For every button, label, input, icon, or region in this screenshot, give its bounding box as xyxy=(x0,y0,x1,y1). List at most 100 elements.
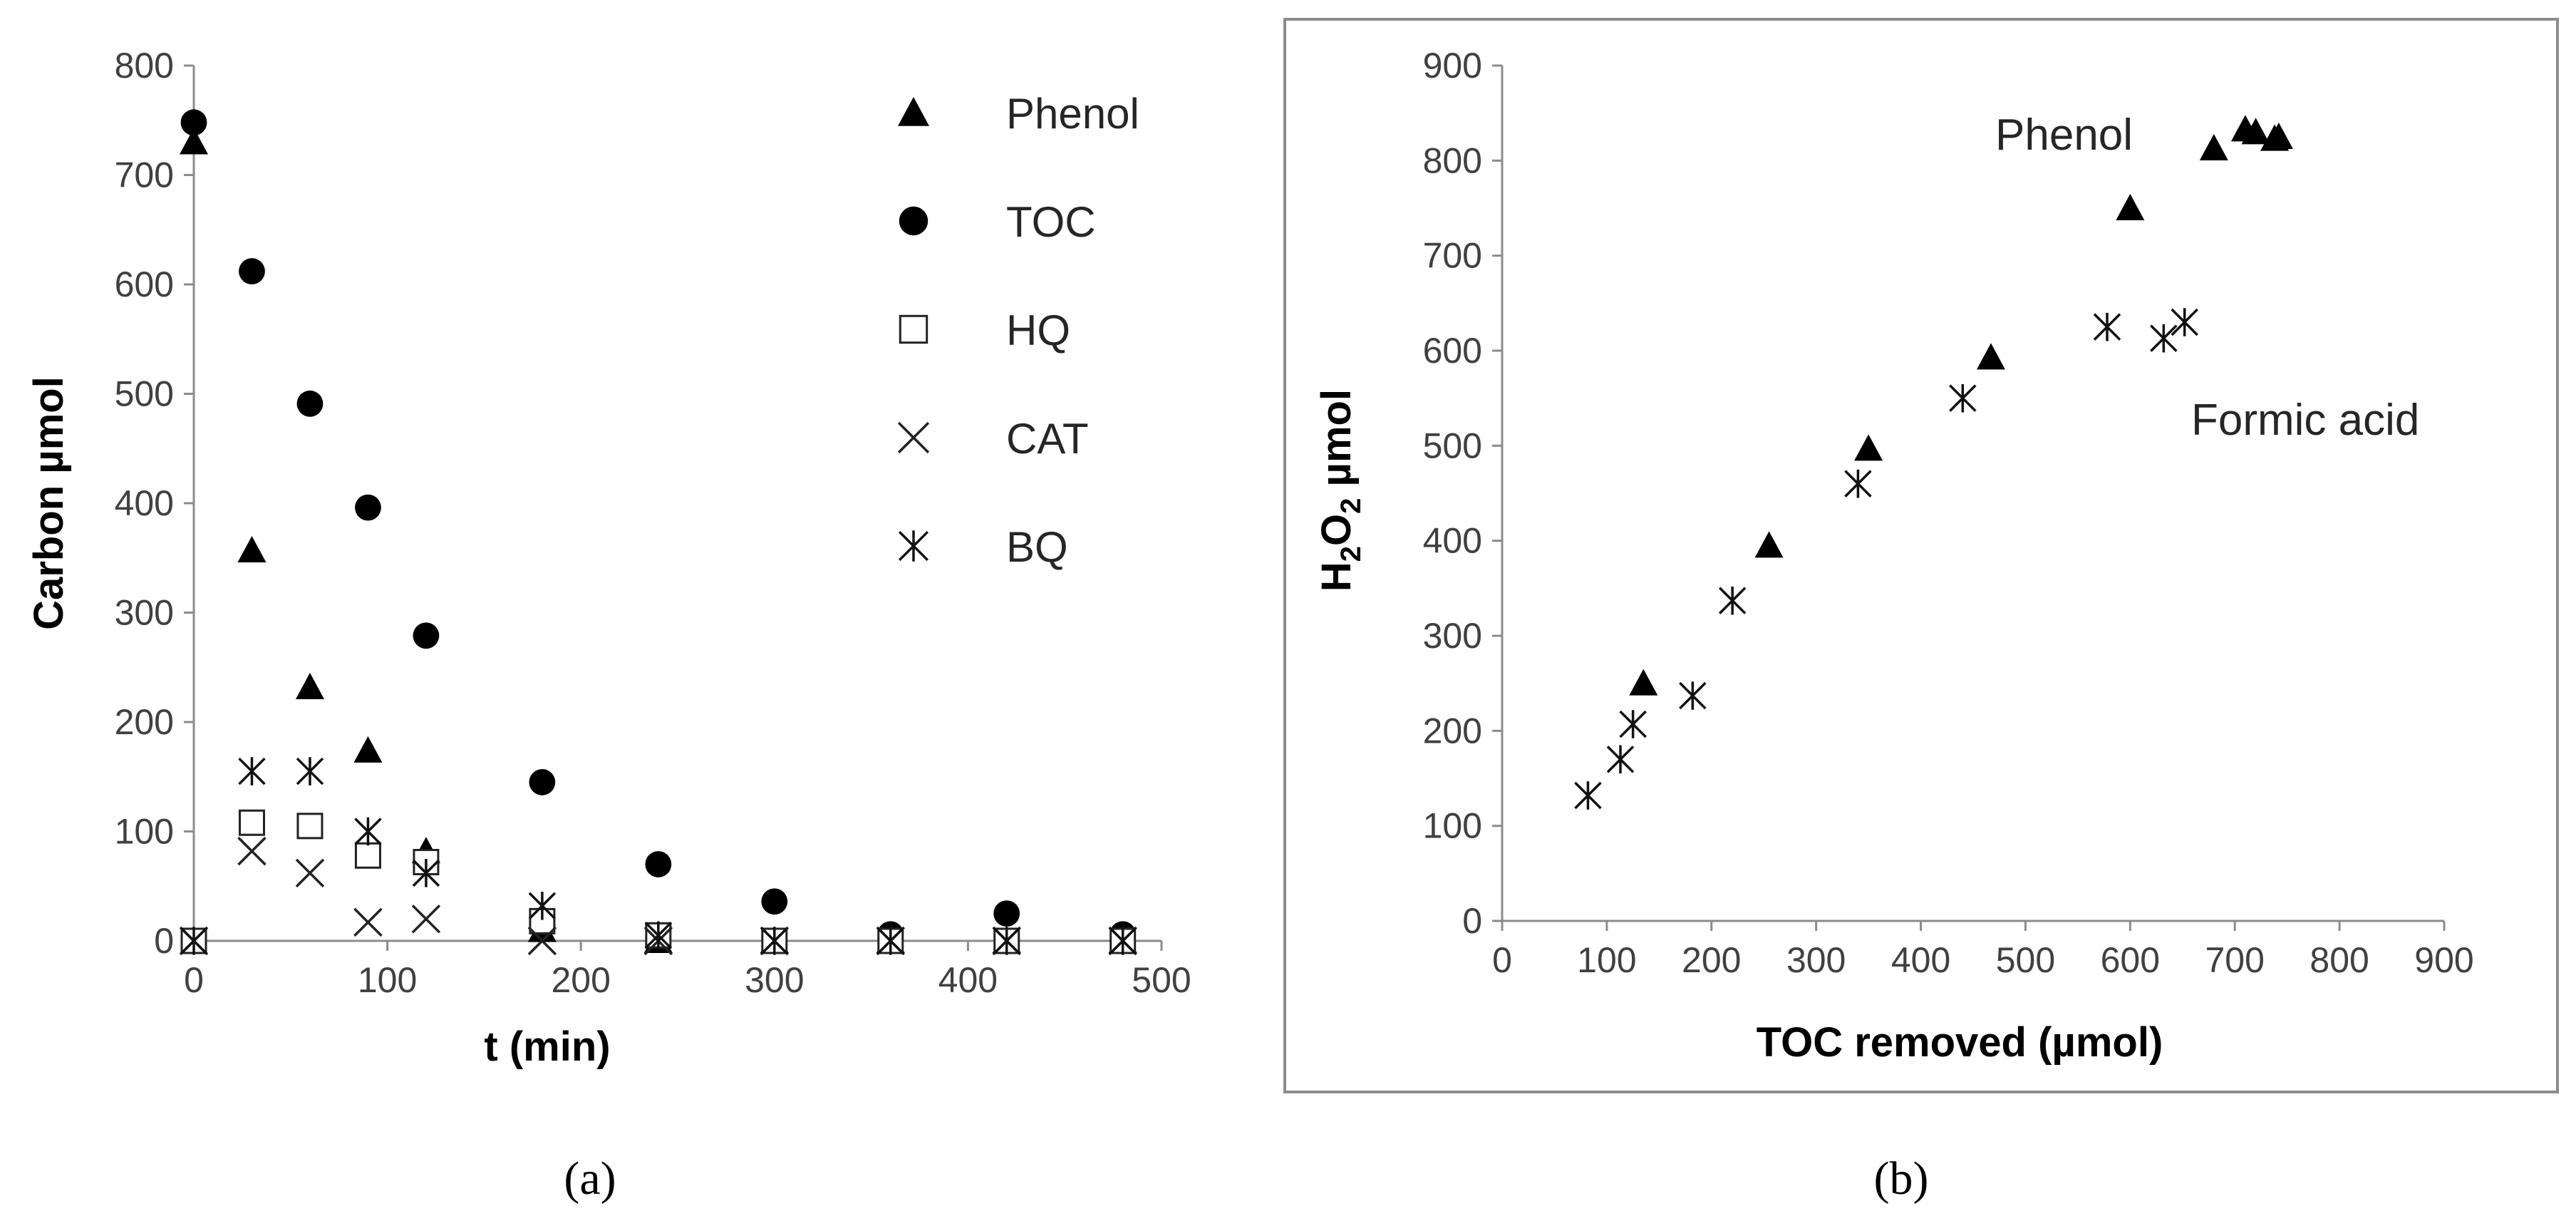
data-point-toc xyxy=(993,900,1020,927)
data-point-phenol xyxy=(1976,343,2005,370)
data-point-cat xyxy=(527,926,557,956)
data-point-bq xyxy=(238,757,266,785)
chart-b-y-axis-label: H2O2 µmol xyxy=(1313,389,1367,592)
x-tick-label: 500 xyxy=(1132,960,1191,1000)
data-point-formic-acid xyxy=(1574,781,1602,810)
data-point-phenol xyxy=(1854,434,1883,461)
x-tick-label: 900 xyxy=(2414,940,2473,980)
data-point-bq xyxy=(876,927,904,955)
data-point-phenol xyxy=(2264,123,2293,149)
data-point-formic-acid xyxy=(1949,383,1977,413)
data-point-toc xyxy=(180,109,207,136)
data-point-toc xyxy=(355,494,381,521)
data-point-phenol xyxy=(180,128,208,155)
x-tick-label: 800 xyxy=(2309,940,2369,980)
legend-marker-phenol xyxy=(898,97,929,126)
y-tick-label: 300 xyxy=(1423,616,1482,656)
x-tick-label: 300 xyxy=(1786,940,1846,980)
legend-label-phenol: Phenol xyxy=(1006,90,1139,138)
legend-label-cat: CAT xyxy=(1006,415,1089,463)
y-tick-label: 700 xyxy=(115,155,174,195)
data-point-bq xyxy=(180,927,208,955)
data-point-toc xyxy=(645,851,672,877)
data-point-bq xyxy=(354,817,382,846)
chart-a-y-axis-label: Carbon µmol xyxy=(26,376,72,630)
chart-b: 0 100 200 300 400 500 600 700 800 900 0 100 200 300 4… xyxy=(1283,18,2559,1205)
data-point-formic-acid xyxy=(1619,710,1647,738)
legend-label-toc: TOC xyxy=(1006,198,1096,246)
data-point-toc xyxy=(529,769,556,795)
y-tick-label: 0 xyxy=(1462,901,1482,941)
data-point-bq xyxy=(296,757,324,785)
chart-b-y-label-sub1: 2 xyxy=(1335,546,1367,562)
y-tick-label: 900 xyxy=(1423,46,1482,86)
data-point-toc xyxy=(761,888,788,915)
legend-marker-hq xyxy=(899,314,929,344)
data-point-bq xyxy=(412,859,440,887)
y-tick-label: 100 xyxy=(115,812,174,852)
data-point-phenol xyxy=(1629,669,1658,696)
legend-marker-cat xyxy=(897,421,930,454)
chart-a-x-ticks: 0 100 200 300 400 500 xyxy=(184,941,1191,1000)
y-tick-label: 600 xyxy=(1423,331,1482,371)
chart-a-legend: Phenol TOC HQ CAT BQ xyxy=(897,90,1139,571)
legend-marker-bq xyxy=(898,530,929,562)
data-point-bq xyxy=(528,892,557,920)
data-point-formic-acid xyxy=(2093,312,2121,341)
chart-b-y-label-sub2: 2 xyxy=(1335,498,1367,514)
data-point-cat xyxy=(295,858,325,888)
chart-b-y-label-o: O xyxy=(1313,514,1360,546)
data-point-toc xyxy=(239,258,265,284)
data-point-cat xyxy=(411,905,441,934)
data-point-hq xyxy=(238,809,265,836)
data-point-cat xyxy=(353,907,383,937)
chart-b-annotation-phenol: Phenol xyxy=(1995,110,2133,160)
chart-b-caption: (b) xyxy=(1874,1153,1929,1205)
data-point-toc xyxy=(296,390,324,417)
data-point-formic-acid xyxy=(1679,681,1707,710)
data-point-phenol xyxy=(1754,531,1784,558)
legend-marker-toc xyxy=(899,206,929,236)
data-point-phenol xyxy=(237,536,267,563)
data-point-phenol xyxy=(353,736,383,763)
y-tick-label: 100 xyxy=(1423,806,1482,846)
data-point-formic-acid xyxy=(1606,745,1635,774)
x-tick-label: 100 xyxy=(358,960,417,1000)
y-tick-label: 500 xyxy=(1423,426,1482,465)
y-tick-label: 400 xyxy=(1423,521,1482,561)
chart-b-y-label-h: H xyxy=(1313,562,1360,592)
chart-a-marks xyxy=(179,109,1137,956)
y-tick-label: 800 xyxy=(1423,140,1482,180)
y-tick-label: 700 xyxy=(1423,236,1482,276)
x-tick-label: 400 xyxy=(938,960,998,1000)
chart-b-y-label-unit: µmol xyxy=(1313,389,1360,498)
chart-a: 0 100 200 300 400 500 600 700 800 0 100 200 300 400 5… xyxy=(26,46,1191,1205)
data-point-cat xyxy=(237,836,267,866)
x-tick-label: 300 xyxy=(745,960,804,1000)
x-tick-label: 0 xyxy=(1492,940,1512,980)
y-tick-label: 600 xyxy=(115,264,174,304)
data-point-bq xyxy=(993,927,1020,955)
x-tick-label: 500 xyxy=(1996,940,2055,980)
y-tick-label: 0 xyxy=(154,921,174,961)
data-point-phenol xyxy=(2241,118,2270,145)
chart-b-frame xyxy=(1283,18,2559,1093)
chart-b-y-ticks: 0 100 200 300 400 500 600 700 800 900 xyxy=(1423,46,1502,941)
x-tick-label: 100 xyxy=(1577,940,1636,980)
y-tick-label: 800 xyxy=(115,46,174,86)
chart-b-x-ticks: 0 100 200 300 400 500 600 700 800 900 xyxy=(1492,921,2474,980)
x-tick-label: 0 xyxy=(184,960,204,1000)
data-point-formic-acid xyxy=(1718,586,1747,615)
x-tick-label: 700 xyxy=(2205,940,2265,980)
data-point-toc xyxy=(413,622,440,649)
data-point-phenol xyxy=(295,672,324,699)
data-point-formic-acid xyxy=(1844,469,1872,498)
y-tick-label: 300 xyxy=(115,593,174,633)
y-tick-label: 400 xyxy=(115,483,174,523)
legend-label-hq: HQ xyxy=(1006,306,1070,354)
data-point-phenol xyxy=(2116,194,2145,220)
x-tick-label: 200 xyxy=(551,960,610,1000)
chart-a-caption: (a) xyxy=(564,1153,616,1205)
x-tick-label: 400 xyxy=(1891,940,1950,980)
